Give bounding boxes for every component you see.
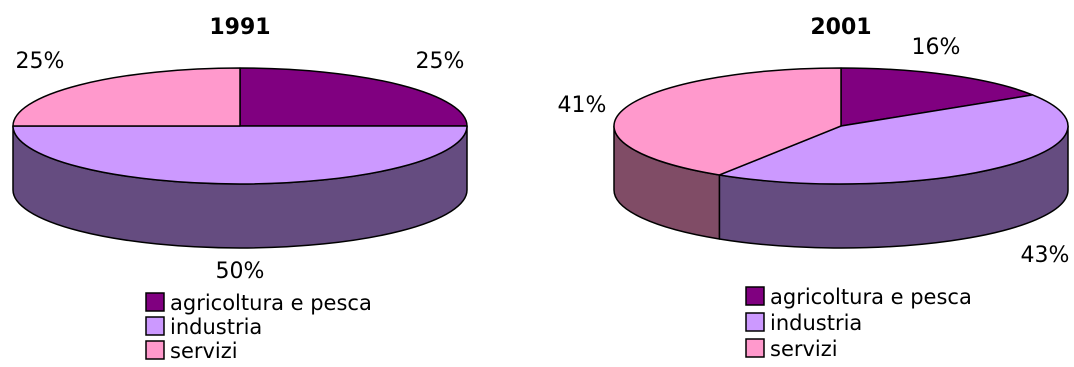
data-label-agricoltura-e-pesca: 16% [912, 35, 961, 60]
chart-title: 1991 [209, 15, 270, 40]
legend-swatch-industria [745, 312, 765, 332]
legend-label-agricoltura-e-pesca: agricoltura e pesca [770, 285, 972, 309]
slice-industria [718, 94, 1069, 185]
data-label-agricoltura-e-pesca: 25% [416, 49, 465, 74]
pie-sides [613, 125, 1069, 249]
legend-swatch-industria [145, 316, 165, 336]
slice-servizi [613, 67, 842, 176]
data-label-servizi: 25% [16, 49, 65, 74]
pie-chart-1991: 1991 25% 50% 25% agricoltura e pescaindustri… [12, 15, 468, 363]
legend-label-industria: industria [770, 311, 862, 335]
chart-title: 2001 [810, 15, 871, 40]
slice-servizi [12, 67, 241, 127]
pie-top [12, 67, 468, 185]
slice-industria [12, 125, 468, 185]
slice-agricoltura-e-pesca [239, 67, 468, 127]
data-label-industria: 50% [216, 259, 265, 284]
data-label-industria: 43% [1021, 243, 1070, 268]
slice-agricoltura-e-pesca [840, 67, 1034, 127]
legend-label-servizi: servizi [170, 339, 238, 363]
legend-swatch-agricoltura-e-pesca [745, 286, 765, 306]
legend-label-industria: industria [170, 315, 262, 339]
legend-label-servizi: servizi [770, 337, 838, 361]
legend-swatch-servizi [745, 338, 765, 358]
legend-label-agricoltura-e-pesca: agricoltura e pesca [170, 291, 372, 315]
legend-swatch-servizi [145, 340, 165, 360]
pie-top [613, 67, 1069, 185]
legend-swatch-agricoltura-e-pesca [145, 292, 165, 312]
data-label-servizi: 41% [558, 93, 607, 118]
pie-chart-2001: 2001 16% 43% 41% agricoltura e pescaindustri… [558, 15, 1070, 361]
